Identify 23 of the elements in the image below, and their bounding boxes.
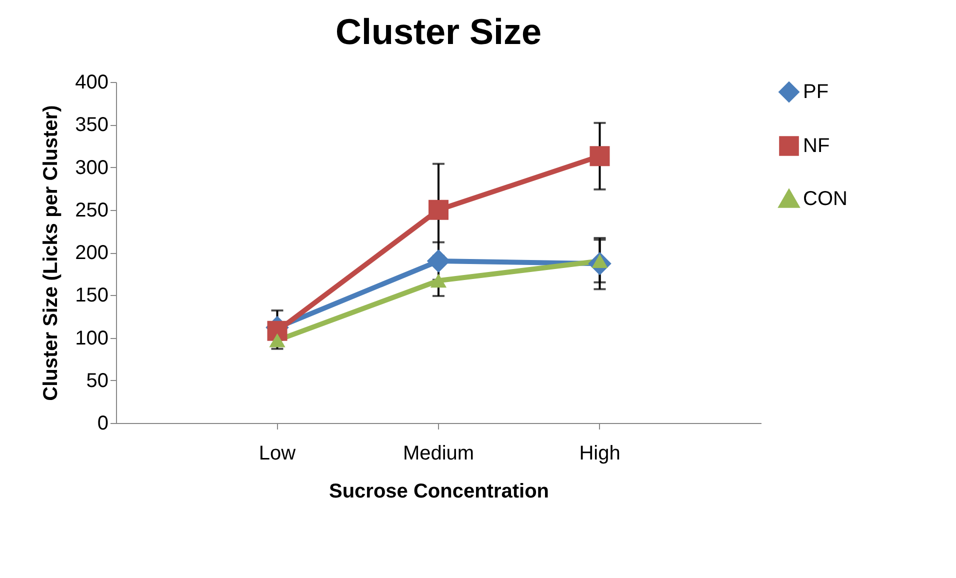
y-tick-label: 0 [97, 412, 108, 434]
legend-label: NF [803, 135, 830, 157]
point [590, 146, 610, 166]
point [269, 333, 286, 348]
legend-label: CON [803, 188, 848, 210]
point [267, 320, 288, 341]
y-tick-label: 400 [75, 72, 108, 94]
y-tick-label: 250 [75, 199, 108, 222]
x-tick-label: Medium [402, 442, 474, 464]
y-tick-label: 150 [75, 284, 108, 307]
x-axis-title: Sucrose Concentration [328, 480, 550, 502]
y-tick-label: 300 [75, 156, 108, 179]
y-tick-label: 50 [86, 370, 108, 392]
y-tick-label: 350 [75, 114, 108, 136]
x-tick-label: Low [258, 442, 296, 464]
point [428, 200, 448, 220]
y-tick-label: 100 [75, 327, 108, 350]
x-tick-label: High [579, 442, 620, 464]
chart-title: Cluster Size [335, 11, 542, 52]
y-tick-label: 200 [75, 242, 108, 264]
point [430, 274, 447, 288]
legend-label: PF [803, 81, 829, 103]
y-axis-title: Cluster Size (Licks per Cluster) [40, 105, 62, 401]
